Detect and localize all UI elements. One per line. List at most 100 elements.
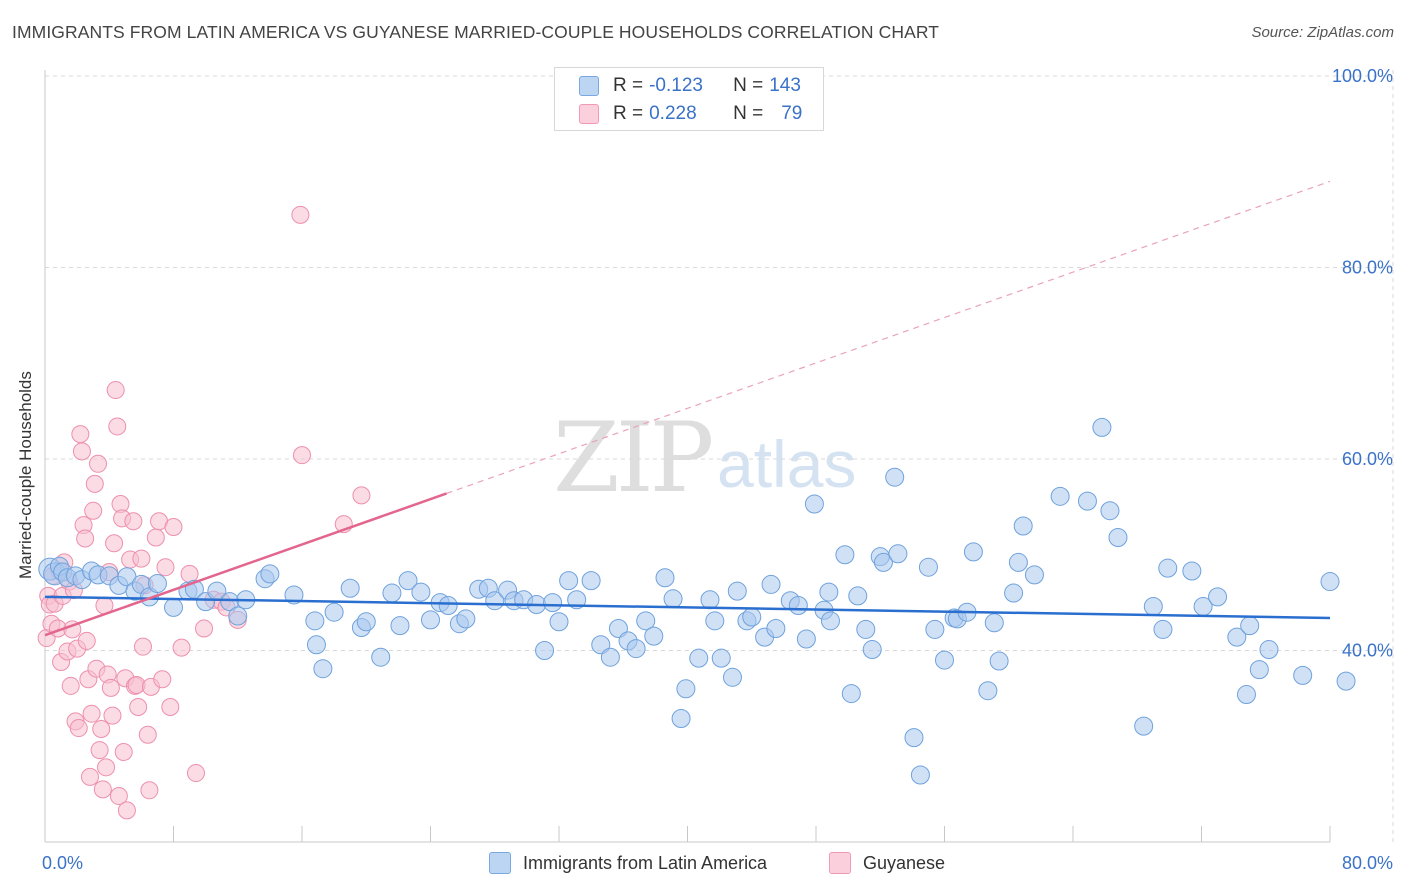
point-guyanese <box>105 534 124 553</box>
point-latin-america <box>689 648 709 668</box>
point-latin-america <box>356 612 376 632</box>
point-guyanese <box>117 801 136 820</box>
point-latin-america <box>804 494 824 514</box>
point-latin-america <box>856 619 876 639</box>
y-tick-label: 100.0% <box>1332 66 1393 86</box>
point-guyanese <box>138 725 157 744</box>
trend-line-latin-america <box>44 595 1331 620</box>
r-label: R = <box>613 103 644 124</box>
point-latin-america <box>411 582 431 602</box>
point-guyanese <box>352 486 371 505</box>
point-latin-america <box>1208 587 1228 607</box>
n-label: N = <box>733 75 764 96</box>
x-tick-label: 80.0% <box>1342 853 1393 873</box>
legend-swatch-pink <box>829 852 851 874</box>
point-guyanese <box>97 758 116 777</box>
y-tick-label: 40.0% <box>1342 641 1393 661</box>
point-latin-america <box>626 639 646 659</box>
point-latin-america <box>340 578 360 598</box>
point-latin-america <box>1182 561 1202 581</box>
point-guyanese <box>293 446 311 465</box>
point-latin-america <box>918 557 938 577</box>
point-guyanese <box>71 425 90 444</box>
point-latin-america <box>1227 627 1247 647</box>
legend-item-latin-america[interactable]: Immigrants from Latin America <box>489 852 767 874</box>
point-latin-america <box>935 650 954 670</box>
point-latin-america <box>164 597 183 617</box>
legend-swatch-blue <box>489 852 511 874</box>
x-tick-label: 0.0% <box>42 853 83 873</box>
point-latin-america <box>438 595 458 615</box>
point-guyanese <box>84 501 103 520</box>
point-latin-america <box>722 667 742 687</box>
point-latin-america <box>1293 665 1313 685</box>
point-latin-america <box>820 611 840 631</box>
watermark-atlas: atlas <box>717 427 857 501</box>
point-guyanese <box>108 417 127 436</box>
point-guyanese <box>77 631 96 650</box>
point-guyanese <box>132 549 151 568</box>
point-guyanese <box>291 205 310 224</box>
legend-item-guyanese[interactable]: Guyanese <box>829 852 945 874</box>
source-label: Source: ZipAtlas.com <box>1251 24 1394 41</box>
chart-title: IMMIGRANTS FROM LATIN AMERICA VS GUYANES… <box>12 22 940 42</box>
stats-row-guyanese: R = 0.228 N = 79 <box>579 102 802 126</box>
point-latin-america <box>567 590 587 610</box>
point-latin-america <box>848 586 868 606</box>
point-guyanese <box>93 780 112 799</box>
point-latin-america <box>147 573 167 593</box>
watermark-zip: ZIP <box>553 402 714 514</box>
point-latin-america <box>796 629 816 649</box>
y-tick-label: 60.0% <box>1342 449 1393 469</box>
point-latin-america <box>535 641 555 660</box>
point-guyanese <box>76 529 95 548</box>
point-guyanese <box>124 512 143 531</box>
point-latin-america <box>456 609 476 629</box>
point-guyanese <box>85 474 104 493</box>
point-latin-america <box>1050 486 1070 506</box>
point-latin-america <box>306 635 326 655</box>
point-latin-america <box>671 708 691 728</box>
point-latin-america <box>1259 640 1279 660</box>
point-latin-america <box>862 640 882 660</box>
point-latin-america <box>1249 660 1269 680</box>
n-value: 143 <box>769 75 801 96</box>
point-latin-america <box>1153 619 1173 639</box>
point-latin-america <box>788 595 808 615</box>
point-guyanese <box>106 381 125 400</box>
point-guyanese <box>146 528 165 547</box>
point-guyanese <box>186 764 205 783</box>
point-latin-america <box>371 647 391 667</box>
point-guyanese <box>195 619 214 638</box>
point-latin-america <box>984 613 1004 633</box>
point-guyanese <box>90 741 109 760</box>
point-latin-america <box>910 765 930 785</box>
point-latin-america <box>1013 516 1033 536</box>
point-latin-america <box>978 681 998 701</box>
legend-swatch-pink <box>579 104 599 124</box>
trend-line-guyanese <box>44 492 447 637</box>
legend-label: Immigrants from Latin America <box>523 852 768 873</box>
point-latin-america <box>1143 596 1163 616</box>
r-value: -0.123 <box>649 75 703 96</box>
point-latin-america <box>1077 491 1097 511</box>
point-latin-america <box>663 589 683 609</box>
point-latin-america <box>1236 685 1256 705</box>
point-latin-america <box>1158 558 1178 578</box>
legend-swatch-blue <box>579 76 599 96</box>
point-latin-america <box>1240 616 1260 636</box>
n-label: N = <box>733 103 764 124</box>
point-guyanese <box>103 706 122 725</box>
point-latin-america <box>549 612 569 632</box>
point-latin-america <box>700 590 720 610</box>
point-latin-america <box>873 552 893 572</box>
point-latin-america <box>904 728 924 748</box>
point-guyanese <box>153 670 172 689</box>
point-latin-america <box>382 583 402 603</box>
point-guyanese <box>114 742 133 761</box>
point-latin-america <box>885 467 905 487</box>
point-latin-america <box>1092 417 1112 437</box>
point-guyanese <box>156 558 175 577</box>
point-latin-america <box>841 684 861 704</box>
